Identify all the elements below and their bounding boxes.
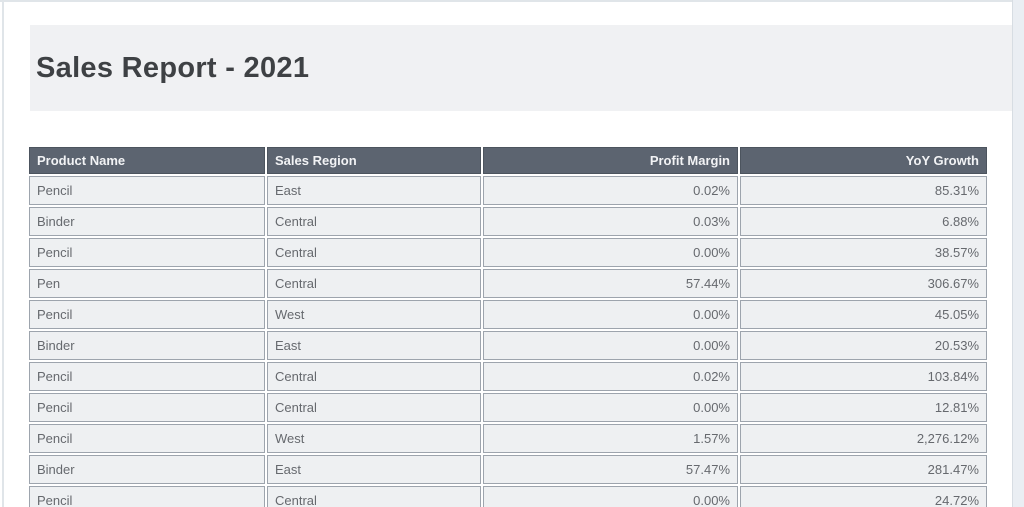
table-header-row: Product Name Sales Region Profit Margin … (29, 147, 987, 174)
table-cell: Central (267, 393, 481, 422)
table-cell: 45.05% (740, 300, 987, 329)
table-cell: 0.00% (483, 393, 738, 422)
table-row: Binder East 0.00% 20.53% (29, 331, 987, 360)
table-row: Binder Central 0.03% 6.88% (29, 207, 987, 236)
table-cell: Central (267, 269, 481, 298)
table-cell: East (267, 176, 481, 205)
table-row: Pencil West 1.57% 2,276.12% (29, 424, 987, 453)
table-cell: Central (267, 486, 481, 507)
table-row: Pencil East 0.02% 85.31% (29, 176, 987, 205)
table-cell: 0.00% (483, 486, 738, 507)
page-left-border (2, 0, 4, 507)
column-header-sales-region: Sales Region (267, 147, 481, 174)
table-cell: Pen (29, 269, 265, 298)
table-cell: Pencil (29, 362, 265, 391)
table-cell: 0.00% (483, 331, 738, 360)
table-body: Pencil East 0.02% 85.31% Binder Central 0.03% 6… (29, 176, 987, 507)
table-cell: 306.67% (740, 269, 987, 298)
table-cell: West (267, 300, 481, 329)
table-row: Pencil West 0.00% 45.05% (29, 300, 987, 329)
table-cell: Central (267, 362, 481, 391)
report-banner: Sales Report - 2021 (30, 25, 1012, 111)
table-row: Pencil Central 0.00% 24.72% (29, 486, 987, 507)
table-cell: 57.47% (483, 455, 738, 484)
sales-table: Product Name Sales Region Profit Margin … (27, 145, 989, 507)
table-cell: 38.57% (740, 238, 987, 267)
table-cell: Pencil (29, 238, 265, 267)
table-cell: Binder (29, 455, 265, 484)
table-cell: 0.02% (483, 362, 738, 391)
table-cell: 20.53% (740, 331, 987, 360)
table-row: Pen Central 57.44% 306.67% (29, 269, 987, 298)
table-cell: Binder (29, 331, 265, 360)
table-cell: 0.02% (483, 176, 738, 205)
sales-table-container: Product Name Sales Region Profit Margin … (27, 145, 989, 507)
table-cell: Central (267, 207, 481, 236)
table-cell: 24.72% (740, 486, 987, 507)
table-cell: 12.81% (740, 393, 987, 422)
table-cell: 6.88% (740, 207, 987, 236)
table-cell: 2,276.12% (740, 424, 987, 453)
table-cell: Pencil (29, 486, 265, 507)
table-cell: 0.00% (483, 300, 738, 329)
table-cell: Central (267, 238, 481, 267)
column-header-product-name: Product Name (29, 147, 265, 174)
table-row: Pencil Central 0.00% 12.81% (29, 393, 987, 422)
table-row: Pencil Central 0.02% 103.84% (29, 362, 987, 391)
table-cell: West (267, 424, 481, 453)
column-header-profit-margin: Profit Margin (483, 147, 738, 174)
column-header-yoy-growth: YoY Growth (740, 147, 987, 174)
table-cell: Binder (29, 207, 265, 236)
table-cell: Pencil (29, 393, 265, 422)
table-cell: Pencil (29, 424, 265, 453)
table-cell: 0.03% (483, 207, 738, 236)
table-cell: 281.47% (740, 455, 987, 484)
table-cell: 1.57% (483, 424, 738, 453)
table-cell: 57.44% (483, 269, 738, 298)
vertical-scrollbar[interactable] (1012, 0, 1024, 507)
table-cell: Pencil (29, 300, 265, 329)
page-top-border (0, 0, 1024, 2)
table-row: Binder East 57.47% 281.47% (29, 455, 987, 484)
table-cell: Pencil (29, 176, 265, 205)
table-cell: East (267, 331, 481, 360)
table-cell: 0.00% (483, 238, 738, 267)
table-cell: 85.31% (740, 176, 987, 205)
page-title: Sales Report - 2021 (36, 51, 310, 84)
table-cell: 103.84% (740, 362, 987, 391)
table-row: Pencil Central 0.00% 38.57% (29, 238, 987, 267)
table-cell: East (267, 455, 481, 484)
